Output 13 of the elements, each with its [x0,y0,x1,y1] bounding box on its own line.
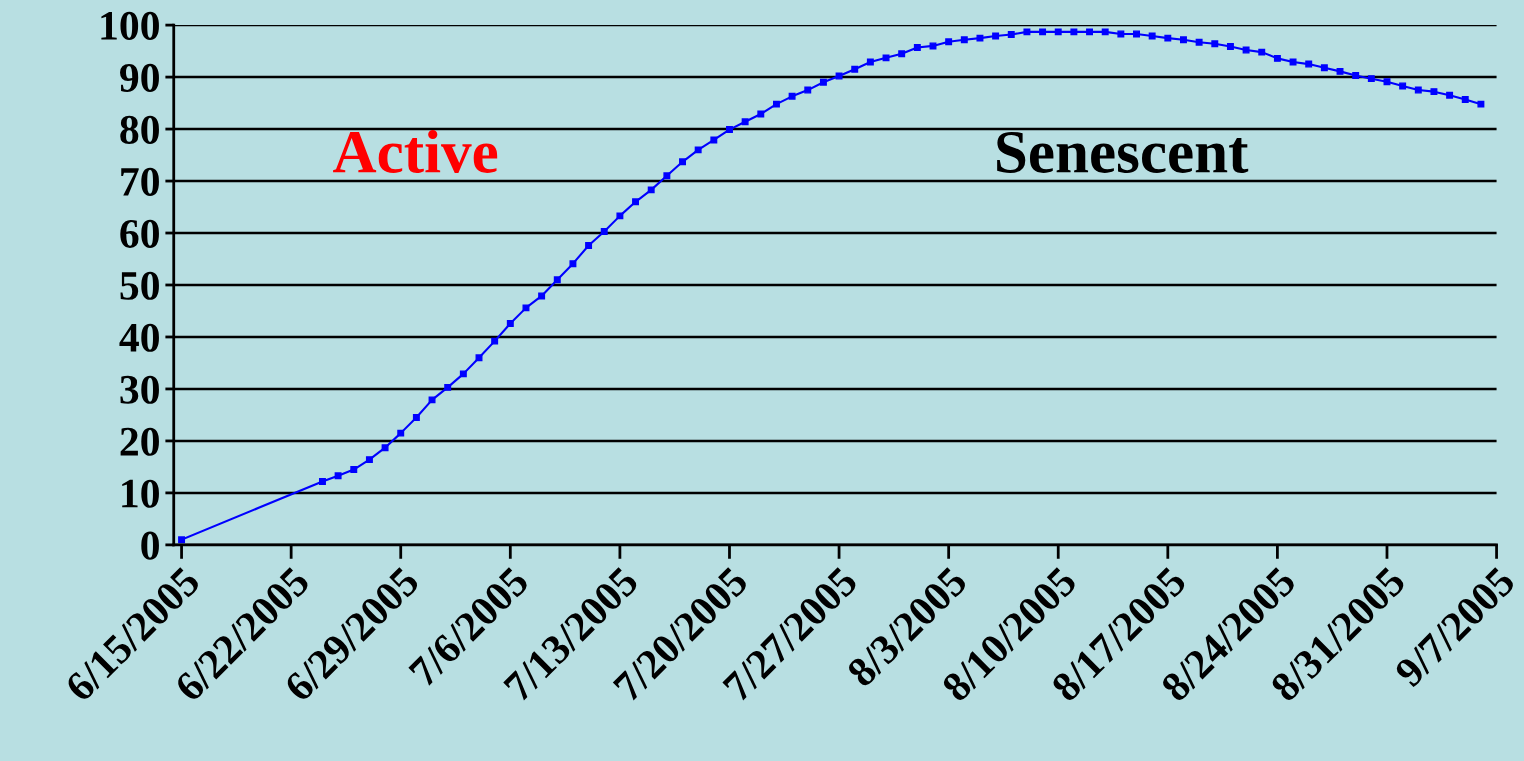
y-tick-label: 40 [119,323,159,352]
y-tick-label: 30 [120,375,159,404]
y-tick-label: 60 [120,219,159,248]
annotation: Senescent [997,131,1249,173]
y-tick-label: 0 [141,531,159,560]
y-tick-label: 80 [120,115,159,144]
y-tick-label: 70 [121,167,159,196]
annotation: Active [333,129,498,173]
y-tick-label: 90 [120,63,159,92]
y-tick-label: 10 [122,479,159,508]
y-tick-label: 100 [101,11,159,40]
y-tick-label: 20 [120,427,159,456]
y-tick-label: 50 [120,271,159,300]
